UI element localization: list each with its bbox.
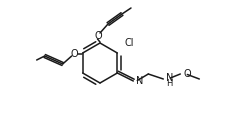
Text: O: O (183, 69, 191, 79)
Text: N: N (166, 73, 174, 83)
Text: N: N (136, 76, 144, 86)
Text: Cl: Cl (124, 38, 134, 48)
Text: H: H (166, 80, 173, 88)
Text: O: O (94, 31, 102, 41)
Text: O: O (71, 49, 78, 59)
